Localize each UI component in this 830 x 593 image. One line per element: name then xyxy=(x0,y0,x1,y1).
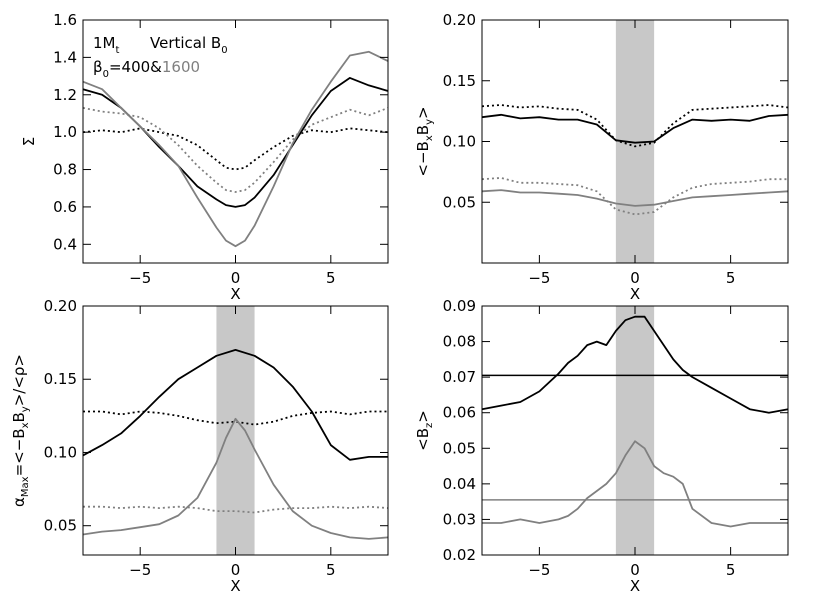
annotation-beta: β0=400&1600 xyxy=(93,58,200,80)
y-tick-label: 0.20 xyxy=(44,297,77,315)
series-line xyxy=(82,127,389,171)
y-tick-label: 0.10 xyxy=(44,443,77,461)
y-tick-label: 0.09 xyxy=(443,297,476,315)
y-tick-label: 1.4 xyxy=(53,48,77,66)
series-line xyxy=(481,176,788,216)
x-tick-label: −5 xyxy=(129,269,151,287)
shaded-band xyxy=(216,306,255,555)
run-annotation: 1Mt Vertical B0 β0=400&1600 xyxy=(93,34,228,80)
x-axis-label: X xyxy=(630,285,640,303)
x-tick-label: 5 xyxy=(726,269,736,287)
x-tick-label: −5 xyxy=(528,561,550,579)
x-tick-label: 0 xyxy=(630,269,640,287)
panel-bxby: −5 0 5 0.05 0.10 0.15 0.20 X <−BxBy> xyxy=(414,11,789,303)
y-tick-label: 0.6 xyxy=(53,198,77,216)
x-axis-label: X xyxy=(230,577,240,593)
y-tick-label: 1.0 xyxy=(53,123,77,141)
y-tick-label: 0.15 xyxy=(44,370,77,388)
series-line xyxy=(82,417,389,540)
x-tick-label: 5 xyxy=(326,269,336,287)
y-tick-label: 0.04 xyxy=(443,475,476,493)
x-tick-label: 0 xyxy=(231,561,241,579)
series-line xyxy=(482,440,788,528)
series-line xyxy=(82,77,389,208)
series-line xyxy=(82,348,388,461)
annotation-mass: 1Mt xyxy=(93,34,120,56)
series-line xyxy=(481,315,789,414)
x-tick-label: 5 xyxy=(726,561,736,579)
series-line xyxy=(82,50,389,248)
series-line xyxy=(481,189,789,207)
y-tick-label: 0.8 xyxy=(53,161,77,179)
y-tick-label: 0.15 xyxy=(443,72,476,90)
y-tick-label: 0.03 xyxy=(443,510,476,528)
x-tick-label: 0 xyxy=(231,269,241,287)
panel-sigma: −5 0 5 0.4 0.6 0.8 1.0 1.2 1.4 1.6 X Σ xyxy=(20,11,389,303)
y-axis-label: αMax=<−BxBy>/<ρ> xyxy=(10,354,31,507)
shaded-band xyxy=(615,306,655,555)
annotation-field: Vertical B0 xyxy=(150,34,228,56)
y-tick-label: 0.20 xyxy=(443,11,476,29)
x-tick-label: −5 xyxy=(528,269,550,287)
y-tick-label: 0.4 xyxy=(53,235,77,253)
x-tick-label: −5 xyxy=(129,561,151,579)
series-line xyxy=(82,107,389,193)
y-tick-label: 0.02 xyxy=(443,546,476,564)
y-axis-label: Σ xyxy=(20,137,38,146)
panel-bz: −5 0 5 0.02 0.03 0.04 0.05 0.06 0.07 0.08 0.09 X <Bz… xyxy=(414,297,789,593)
series-line xyxy=(83,410,388,426)
y-tick-label: 0.07 xyxy=(443,368,476,386)
y-axis-label: <Bz> xyxy=(414,410,435,451)
y-tick-label: 1.6 xyxy=(53,11,77,29)
y-tick-label: 0.08 xyxy=(443,333,476,351)
series-line xyxy=(481,113,789,144)
y-tick-label: 1.2 xyxy=(53,86,77,104)
plot-frame xyxy=(82,19,389,264)
y-tick-label: 0.05 xyxy=(443,193,476,211)
y-axis-label: <−BxBy> xyxy=(414,106,435,176)
y-tick-label: 0.05 xyxy=(443,439,476,457)
y-tick-label: 0.05 xyxy=(44,517,77,535)
x-tick-label: 0 xyxy=(630,561,640,579)
y-tick-label: 0.10 xyxy=(443,133,476,151)
x-axis-label: X xyxy=(230,285,240,303)
x-axis-label: X xyxy=(630,577,640,593)
x-tick-label: 5 xyxy=(326,561,336,579)
y-tick-label: 0.06 xyxy=(443,404,476,422)
annotation-beta-alt: 1600 xyxy=(162,58,200,76)
series-line xyxy=(83,505,389,514)
series-line xyxy=(481,104,789,148)
